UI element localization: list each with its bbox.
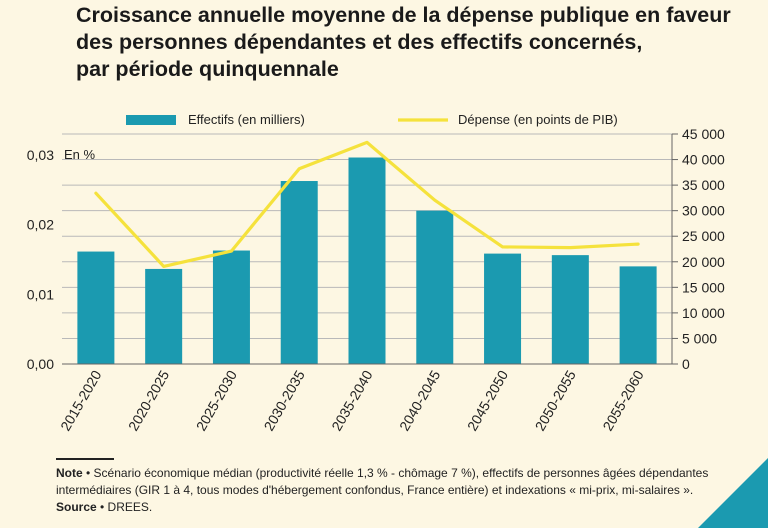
chart-title: Croissance annuelle moyenne de la dépens… xyxy=(76,2,766,83)
bar xyxy=(416,210,454,364)
category-label: 2020-2025 xyxy=(125,367,172,433)
notes-block: Note • Scénario économique médian (produ… xyxy=(56,465,756,516)
legend-label-line: Dépense (en points de PIB) xyxy=(458,112,618,127)
category-label: 2030-2035 xyxy=(260,367,307,433)
left-tick-label: 0,01 xyxy=(27,286,54,302)
left-tick-label: 0,03 xyxy=(27,147,54,163)
line-point xyxy=(230,249,233,253)
line-point xyxy=(433,199,436,202)
source-label: Source xyxy=(56,500,97,514)
category-label: 2025-2030 xyxy=(193,367,240,433)
combo-chart: 0 5 000 10 000 15 000 20 000 25 000 30 000 35 0… xyxy=(27,112,725,433)
bar xyxy=(280,181,318,364)
line-point xyxy=(569,246,572,249)
left-tick-label: 0,02 xyxy=(27,217,54,233)
right-tick-label: 20 000 xyxy=(682,254,725,270)
line-point xyxy=(162,265,165,268)
right-tick-label: 25 000 xyxy=(682,228,725,244)
bar xyxy=(484,253,522,364)
chart-title-line-2: des personnes dépendantes et des effecti… xyxy=(76,30,643,54)
bar xyxy=(77,251,115,364)
bar xyxy=(348,157,386,364)
left-tick-label: 0,00 xyxy=(27,356,54,372)
right-tick-label: 30 000 xyxy=(682,203,725,219)
line-point xyxy=(298,167,301,171)
note-label: Note xyxy=(56,466,83,480)
note-text: • Scénario économique médian (productivi… xyxy=(56,466,709,497)
category-label: 2035-2040 xyxy=(328,367,375,433)
note-paragraph: Note • Scénario économique médian (produ… xyxy=(56,465,756,499)
chart-title-line-1: Croissance annuelle moyenne de la dépens… xyxy=(76,3,731,27)
bar xyxy=(145,268,183,364)
left-axis-unit-label: En % xyxy=(64,147,96,162)
right-tick-label: 35 000 xyxy=(682,177,725,193)
right-tick-label: 10 000 xyxy=(682,305,725,321)
bar xyxy=(619,266,657,364)
line-point xyxy=(365,141,369,144)
bar xyxy=(212,250,250,364)
line-point xyxy=(501,245,504,249)
category-label: 2040-2045 xyxy=(396,367,443,433)
corner-decoration xyxy=(698,458,768,528)
source-text: • DREES. xyxy=(96,500,153,514)
right-tick-label: 15 000 xyxy=(682,279,725,295)
right-tick-label: 5 000 xyxy=(682,330,717,346)
right-tick-label: 45 000 xyxy=(682,126,725,142)
chart-title-line-3: par période quinquennale xyxy=(76,57,339,81)
category-label: 2055-2060 xyxy=(599,367,646,433)
category-label: 2045-2050 xyxy=(464,367,511,433)
right-tick-label: 40 000 xyxy=(682,152,725,168)
bar xyxy=(551,255,589,364)
source-paragraph: Source • DREES. xyxy=(56,499,756,516)
notes-divider xyxy=(56,458,114,460)
category-label: 2015-2020 xyxy=(57,367,104,433)
line-point xyxy=(94,192,98,195)
right-tick-label: 0 xyxy=(682,356,690,372)
legend-label-bars: Effectifs (en milliers) xyxy=(188,112,305,127)
category-label: 2050-2055 xyxy=(532,367,579,433)
line-point xyxy=(636,242,640,246)
legend-swatch-bars xyxy=(126,115,176,125)
